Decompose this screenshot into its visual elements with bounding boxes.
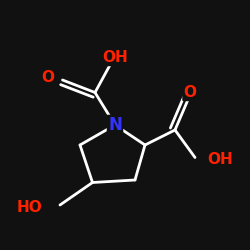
Text: OH: OH bbox=[208, 152, 233, 168]
Text: OH: OH bbox=[102, 50, 128, 65]
Text: O: O bbox=[184, 85, 196, 100]
Text: HO: HO bbox=[17, 200, 42, 215]
Text: O: O bbox=[41, 70, 54, 85]
Text: N: N bbox=[108, 116, 122, 134]
